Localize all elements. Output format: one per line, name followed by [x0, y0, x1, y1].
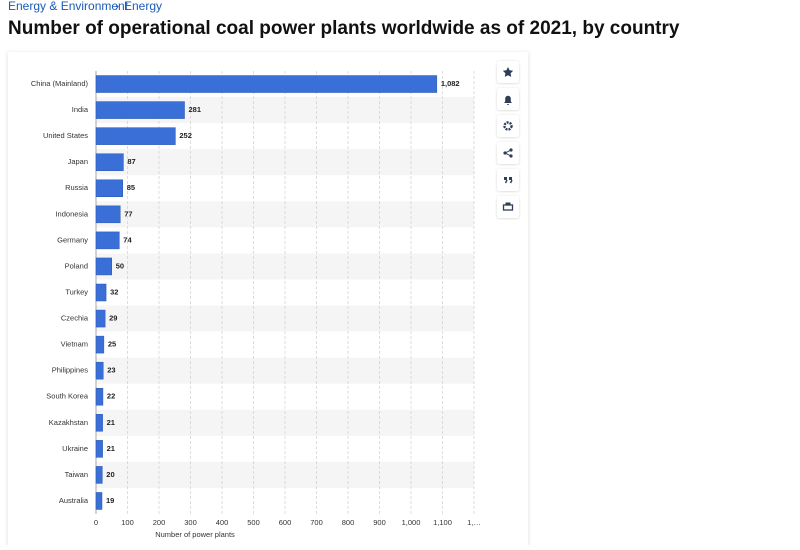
x-tick-label: 200 — [153, 518, 166, 527]
x-tick-label: 1,000 — [402, 518, 421, 527]
x-tick-label: 600 — [279, 518, 292, 527]
x-tick-label: 1,100 — [433, 518, 452, 527]
bar — [95, 101, 185, 119]
data-label: 29 — [109, 314, 117, 323]
print-button[interactable] — [497, 196, 519, 218]
data-label: 1,082 — [441, 79, 460, 88]
bar — [95, 466, 103, 484]
bar — [95, 75, 438, 93]
x-tick-label: 900 — [373, 518, 386, 527]
y-tick-label: United States — [43, 131, 88, 140]
x-tick-label: 300 — [184, 518, 197, 527]
bar — [95, 179, 124, 198]
x-tick-label: 400 — [216, 518, 229, 527]
share-button[interactable] — [497, 142, 519, 164]
toolbar — [497, 61, 519, 218]
bar — [95, 127, 176, 145]
bar — [95, 231, 120, 250]
x-tick-label: 700 — [310, 518, 323, 527]
y-tick-label: Philippines — [52, 366, 89, 375]
y-tick-label: Japan — [68, 157, 88, 166]
y-tick-label: Australia — [59, 496, 89, 505]
data-label: 87 — [127, 157, 135, 166]
data-label: 74 — [123, 235, 132, 244]
row-band — [96, 461, 474, 488]
cite-button[interactable] — [497, 169, 519, 191]
breadcrumb-separator: › — [115, 0, 119, 13]
data-label: 77 — [124, 209, 132, 218]
y-tick-label: Turkey — [65, 287, 88, 296]
plot: 0 100 200 300 400 500 600 700 800 900 1,000 1,100 1,… — [31, 71, 481, 539]
data-label: 23 — [107, 366, 115, 375]
bar — [95, 335, 105, 354]
y-tick-label: Indonesia — [55, 209, 88, 218]
x-tick-label: 100 — [121, 518, 134, 527]
data-label: 32 — [110, 287, 118, 296]
y-tick-label: Ukraine — [62, 444, 88, 453]
y-tick-label: Vietnam — [61, 340, 88, 349]
bar — [95, 387, 104, 406]
y-tick-label: China (Mainland) — [31, 79, 89, 88]
y-tick-label: Germany — [57, 235, 88, 244]
y-tick-label: Czechia — [61, 314, 89, 323]
alert-button[interactable] — [497, 88, 519, 110]
favorite-button[interactable] — [497, 61, 519, 83]
bar — [95, 283, 107, 302]
bar — [95, 414, 103, 432]
bar — [95, 153, 124, 171]
data-label: 50 — [116, 261, 124, 270]
data-label: 20 — [106, 470, 114, 479]
x-axis-title: Number of power plants — [155, 530, 235, 539]
y-tick-label: Russia — [65, 183, 89, 192]
x-tick-label: 0 — [94, 518, 98, 527]
data-label: 281 — [189, 105, 202, 114]
bar — [95, 440, 103, 458]
data-label: 21 — [107, 444, 115, 453]
y-tick-label: Kazakhstan — [49, 418, 88, 427]
data-label: 25 — [108, 340, 116, 349]
breadcrumb-link[interactable]: Energy — [124, 0, 162, 13]
chart-title: Number of operational coal power plants … — [8, 18, 680, 39]
bar — [95, 309, 106, 328]
bar — [95, 492, 103, 510]
data-label: 85 — [127, 183, 135, 192]
y-tick-label: South Korea — [46, 392, 89, 401]
bar — [95, 257, 112, 276]
data-label: 252 — [179, 131, 192, 140]
y-tick-label: Taiwan — [65, 470, 88, 479]
x-tick-label: 800 — [342, 518, 355, 527]
settings-button[interactable] — [497, 115, 519, 137]
data-label: 21 — [107, 418, 115, 427]
bar — [95, 361, 104, 380]
y-tick-label: Poland — [65, 261, 88, 270]
x-tick-label: 1,… — [467, 518, 481, 527]
x-tick-label: 500 — [247, 518, 260, 527]
breadcrumb-link[interactable]: Energy & Environment — [8, 0, 129, 13]
bar — [95, 205, 121, 224]
data-label: 22 — [107, 392, 115, 401]
data-label: 19 — [106, 496, 114, 505]
y-tick-label: India — [72, 105, 89, 114]
